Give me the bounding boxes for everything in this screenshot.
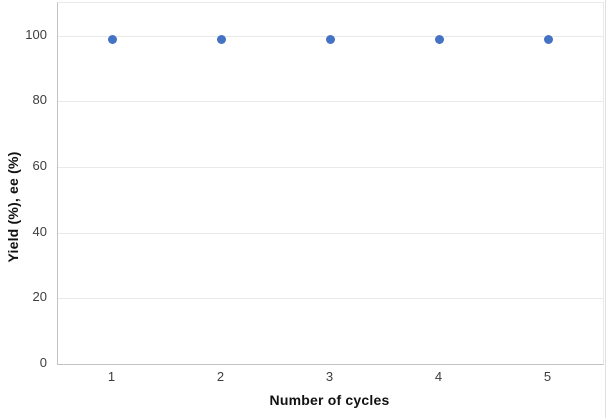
gridline-y-80 [58, 101, 603, 103]
plot-area [57, 2, 604, 365]
gridline-y-40 [58, 232, 603, 234]
gridline-y-60 [58, 167, 603, 169]
x-tick-label: 4 [434, 369, 443, 384]
y-tick-label: 40 [32, 223, 47, 239]
x-tick-label: 3 [325, 369, 334, 384]
x-tick-label: 2 [216, 369, 225, 384]
data-point-marker [217, 34, 226, 44]
data-point-marker [108, 34, 117, 44]
y-tick-label: 0 [39, 355, 47, 370]
y-tick-label: 80 [32, 92, 47, 108]
data-point-marker [544, 34, 553, 44]
data-point-marker [326, 34, 335, 44]
y-tick-label: 100 [25, 26, 47, 42]
x-tick-label: 5 [543, 369, 552, 384]
y-tick-label: 60 [32, 158, 47, 174]
y-axis-title: Yield (%), ee (%) [5, 151, 21, 263]
gridline-y-20 [58, 298, 603, 300]
y-tick-label: 20 [32, 289, 47, 305]
x-axis-title: Number of cycles [269, 392, 390, 408]
x-tick-label: 1 [107, 369, 116, 384]
data-point-marker [435, 34, 444, 44]
